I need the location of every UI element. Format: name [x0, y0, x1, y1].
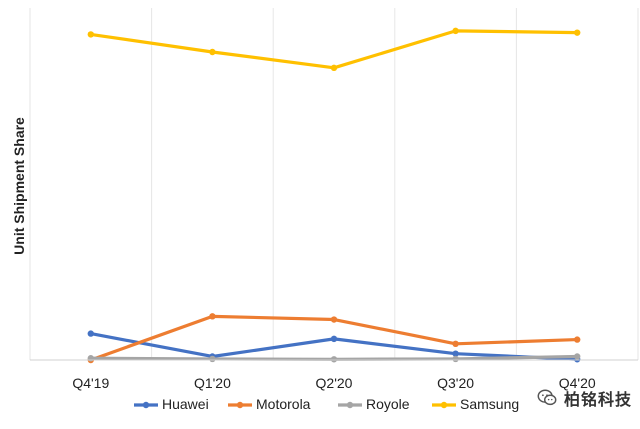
- data-point-motorola: [209, 313, 216, 320]
- data-point-motorola: [574, 336, 581, 343]
- data-point-royole: [452, 355, 459, 363]
- legend-marker: [142, 401, 150, 409]
- series-samsung: [87, 27, 581, 72]
- watermark-text: 柏铭科技: [563, 392, 632, 409]
- legend-marker: [236, 401, 244, 409]
- data-point-samsung: [87, 31, 95, 38]
- x-tick-label: Q1'20: [194, 375, 231, 391]
- x-tick-label: Q4'19: [72, 375, 109, 391]
- data-point-samsung: [209, 48, 216, 56]
- legend: Huawei Motorola Royole Samsung: [134, 396, 519, 412]
- legend-marker: [346, 401, 354, 409]
- data-point-motorola: [330, 316, 338, 323]
- legend-label: Huawei: [162, 396, 209, 412]
- legend-item-royole: Royole: [338, 396, 410, 412]
- data-point-royole: [574, 353, 581, 360]
- legend-label: Royole: [366, 396, 410, 412]
- x-tick-label: Q3'20: [437, 375, 474, 391]
- x-tick-label: Q4'20: [559, 375, 596, 391]
- wechat-icon: [537, 389, 557, 406]
- legend-marker: [440, 401, 448, 409]
- data-point-samsung: [330, 64, 338, 72]
- legend-item-huawei: Huawei: [134, 396, 209, 412]
- data-point-motorola: [452, 340, 459, 348]
- series-line-samsung: [89, 29, 579, 70]
- data-point-samsung: [574, 29, 581, 36]
- legend-label: Samsung: [460, 396, 519, 412]
- x-axis: Q4'19 Q1'20 Q2'20 Q3'20 Q4'20: [30, 359, 638, 391]
- data-point-huawei: [330, 335, 338, 343]
- series-lines: [87, 27, 581, 364]
- watermark: 柏铭科技: [536, 386, 632, 410]
- data-point-samsung: [452, 27, 459, 35]
- grid-lines: [29, 8, 639, 360]
- data-point-royole: [330, 356, 338, 363]
- data-point-huawei: [452, 350, 459, 357]
- x-tick-label: Q2'20: [316, 375, 353, 391]
- series-royole: [87, 353, 581, 363]
- legend-item-samsung: Samsung: [432, 396, 519, 412]
- legend-label: Motorola: [256, 396, 311, 412]
- data-point-huawei: [87, 330, 95, 337]
- legend-item-motorola: Motorola: [228, 396, 311, 412]
- y-axis-label: Unit Shipment Share: [11, 117, 27, 255]
- data-point-royole: [209, 355, 216, 363]
